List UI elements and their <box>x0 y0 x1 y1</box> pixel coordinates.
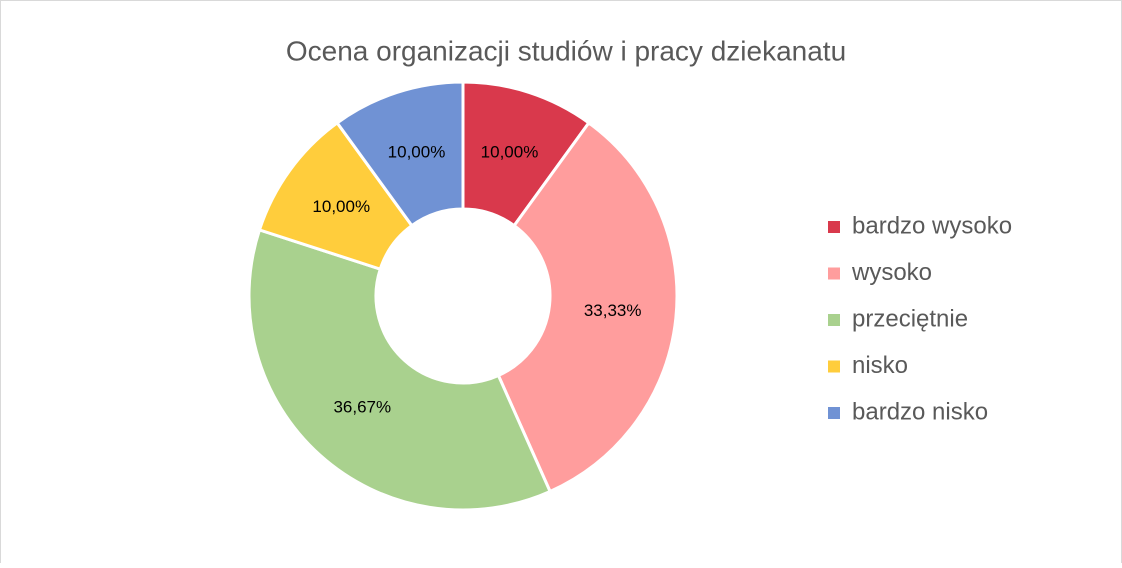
legend-label: wysoko <box>851 259 932 286</box>
data-label: 10,00% <box>312 197 370 216</box>
legend-label: przeciętnie <box>852 305 968 332</box>
data-label: 10,00% <box>481 142 539 161</box>
legend-swatch <box>828 407 840 419</box>
legend-swatch <box>828 267 840 280</box>
legend-label: bardzo nisko <box>852 398 988 425</box>
legend-swatch <box>828 221 840 233</box>
legend-swatch <box>828 314 840 326</box>
donut-slice <box>335 80 465 228</box>
donut-slice <box>247 227 553 512</box>
data-label: 36,67% <box>333 397 391 416</box>
legend-label: bardzo wysoko <box>852 212 1012 239</box>
legend-label: nisko <box>852 352 908 379</box>
legend-swatch <box>828 360 840 373</box>
chart-title: Ocena organizacji studiów i pracy dzieka… <box>286 35 846 66</box>
data-label: 33,33% <box>584 301 642 320</box>
data-label: 10,00% <box>388 142 446 161</box>
donut-slice <box>496 120 679 494</box>
